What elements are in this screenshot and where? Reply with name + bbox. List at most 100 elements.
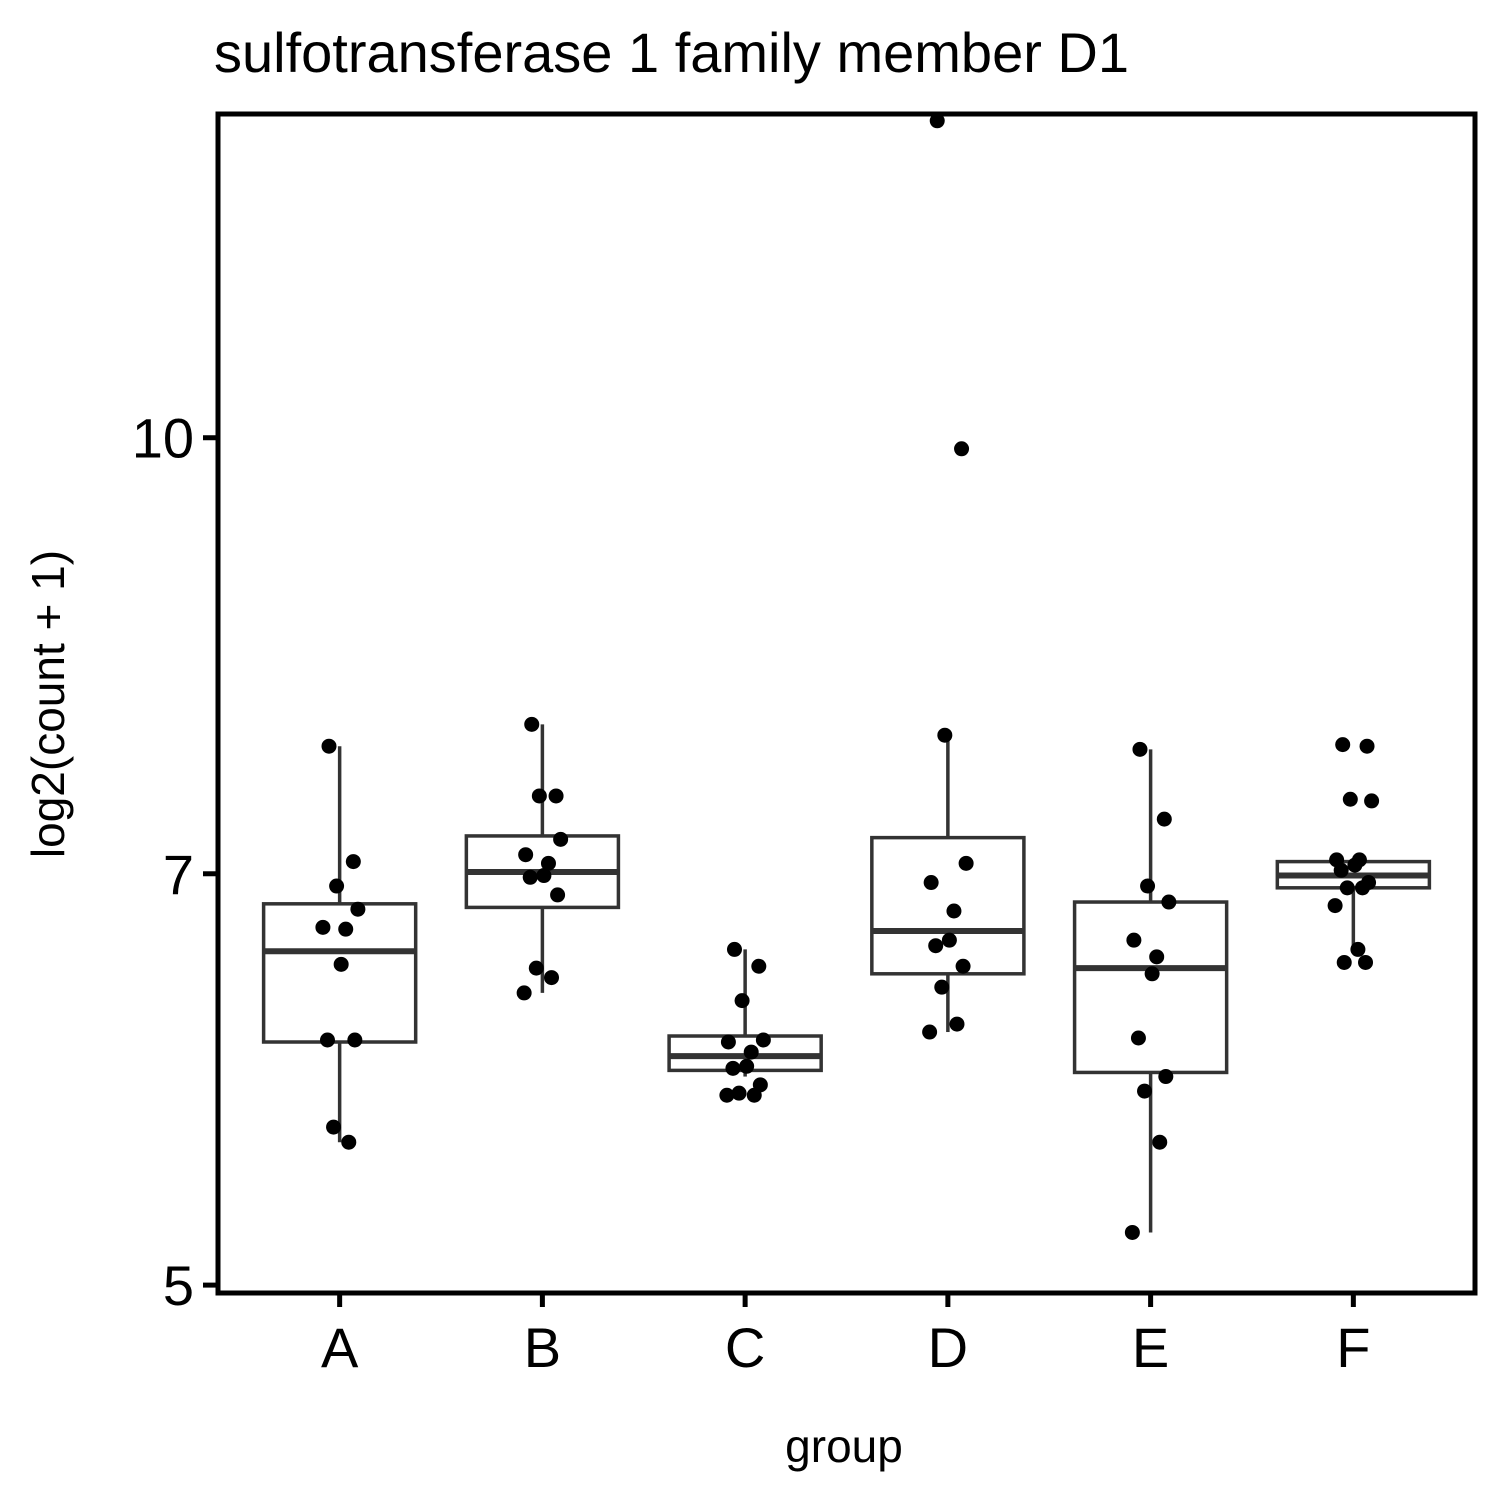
data-point [1144,966,1160,982]
chart-title: sulfotransferase 1 family member D1 [214,21,1129,84]
data-point [937,727,953,743]
data-point [522,869,538,885]
data-point [1126,932,1142,948]
points-group-b [516,716,569,1001]
data-point [1347,857,1363,873]
data-point [958,855,974,871]
y-tick-label: 10 [132,407,194,470]
box-group-b [464,724,621,993]
data-point [934,979,950,995]
x-axis-label: group [785,1420,903,1472]
data-point [929,113,945,129]
data-point [333,956,349,972]
data-point [1333,862,1349,878]
data-point [553,831,569,847]
box-group-c [667,949,823,1077]
box-group-a [261,746,418,1143]
y-axis-label: log2(count + 1) [22,550,74,858]
data-point [719,1087,735,1103]
data-point [739,1058,755,1074]
data-point [347,1032,363,1048]
data-point [1350,941,1366,957]
data-point [1137,1083,1153,1099]
data-point [341,1134,357,1150]
data-point [350,901,366,917]
points-group-e [1124,741,1177,1240]
data-point [319,1032,335,1048]
x-tick-label: A [321,1316,359,1379]
data-point [345,854,361,870]
data-point [524,716,540,732]
box-group-f [1275,859,1432,954]
data-point [1358,954,1374,970]
x-tick-label: D [928,1316,968,1379]
data-point [1156,811,1172,827]
data-point [743,1044,759,1060]
data-point [746,1087,762,1103]
data-point [1354,880,1370,896]
data-point [321,738,337,754]
data-point [726,941,742,957]
data-point [946,903,962,919]
data-point [516,985,532,1001]
data-point [1336,954,1352,970]
data-point [544,970,560,986]
x-tick-label: E [1132,1316,1169,1379]
y-axis: 5 7 10 [132,407,218,1317]
data-point [1342,791,1358,807]
data-point [1327,898,1343,914]
data-point [941,932,957,948]
data-point [1130,1030,1146,1046]
box-iqr [870,835,1026,976]
x-axis: A B C D E F [321,1293,1370,1379]
data-point [1335,737,1351,753]
data-point [540,855,556,871]
data-point [1158,1069,1174,1085]
points-group-c [719,941,771,1103]
box-group-d [870,735,1026,1033]
box-iqr [1072,900,1229,1075]
y-tick-label: 5 [163,1254,194,1317]
data-point [1149,949,1165,965]
x-tick-label: F [1336,1316,1370,1379]
data-point [548,788,564,804]
data-point [550,887,566,903]
data-point [315,919,331,935]
data-point [518,847,534,863]
plot-area [261,113,1432,1240]
data-point [1161,894,1177,910]
data-point [955,958,971,974]
data-point [751,958,767,974]
data-point [1339,880,1355,896]
x-tick-label: C [725,1316,765,1379]
data-point [1140,878,1156,894]
data-point [755,1032,771,1048]
data-point [326,1119,342,1135]
data-point [1359,738,1375,754]
x-tick-label: B [524,1316,561,1379]
data-point [928,938,944,954]
points-group-d [922,113,974,1040]
data-point [536,868,552,884]
points-group-f [1327,737,1380,970]
box-group-e [1072,749,1229,1233]
data-point [1364,793,1380,809]
box-iqr [261,902,418,1044]
data-point [531,788,547,804]
data-point [1124,1224,1140,1240]
data-point [1152,1134,1168,1150]
panel-border [215,111,1478,1296]
data-point [734,993,750,1009]
data-point [329,878,345,894]
data-point [954,441,970,457]
y-tick-label: 7 [163,843,194,906]
data-point [725,1060,741,1076]
data-point [528,960,544,976]
data-point [338,921,354,937]
data-point [923,875,939,891]
data-point [922,1024,938,1040]
data-point [731,1085,747,1101]
points-group-a [315,738,366,1150]
data-point [720,1034,736,1050]
